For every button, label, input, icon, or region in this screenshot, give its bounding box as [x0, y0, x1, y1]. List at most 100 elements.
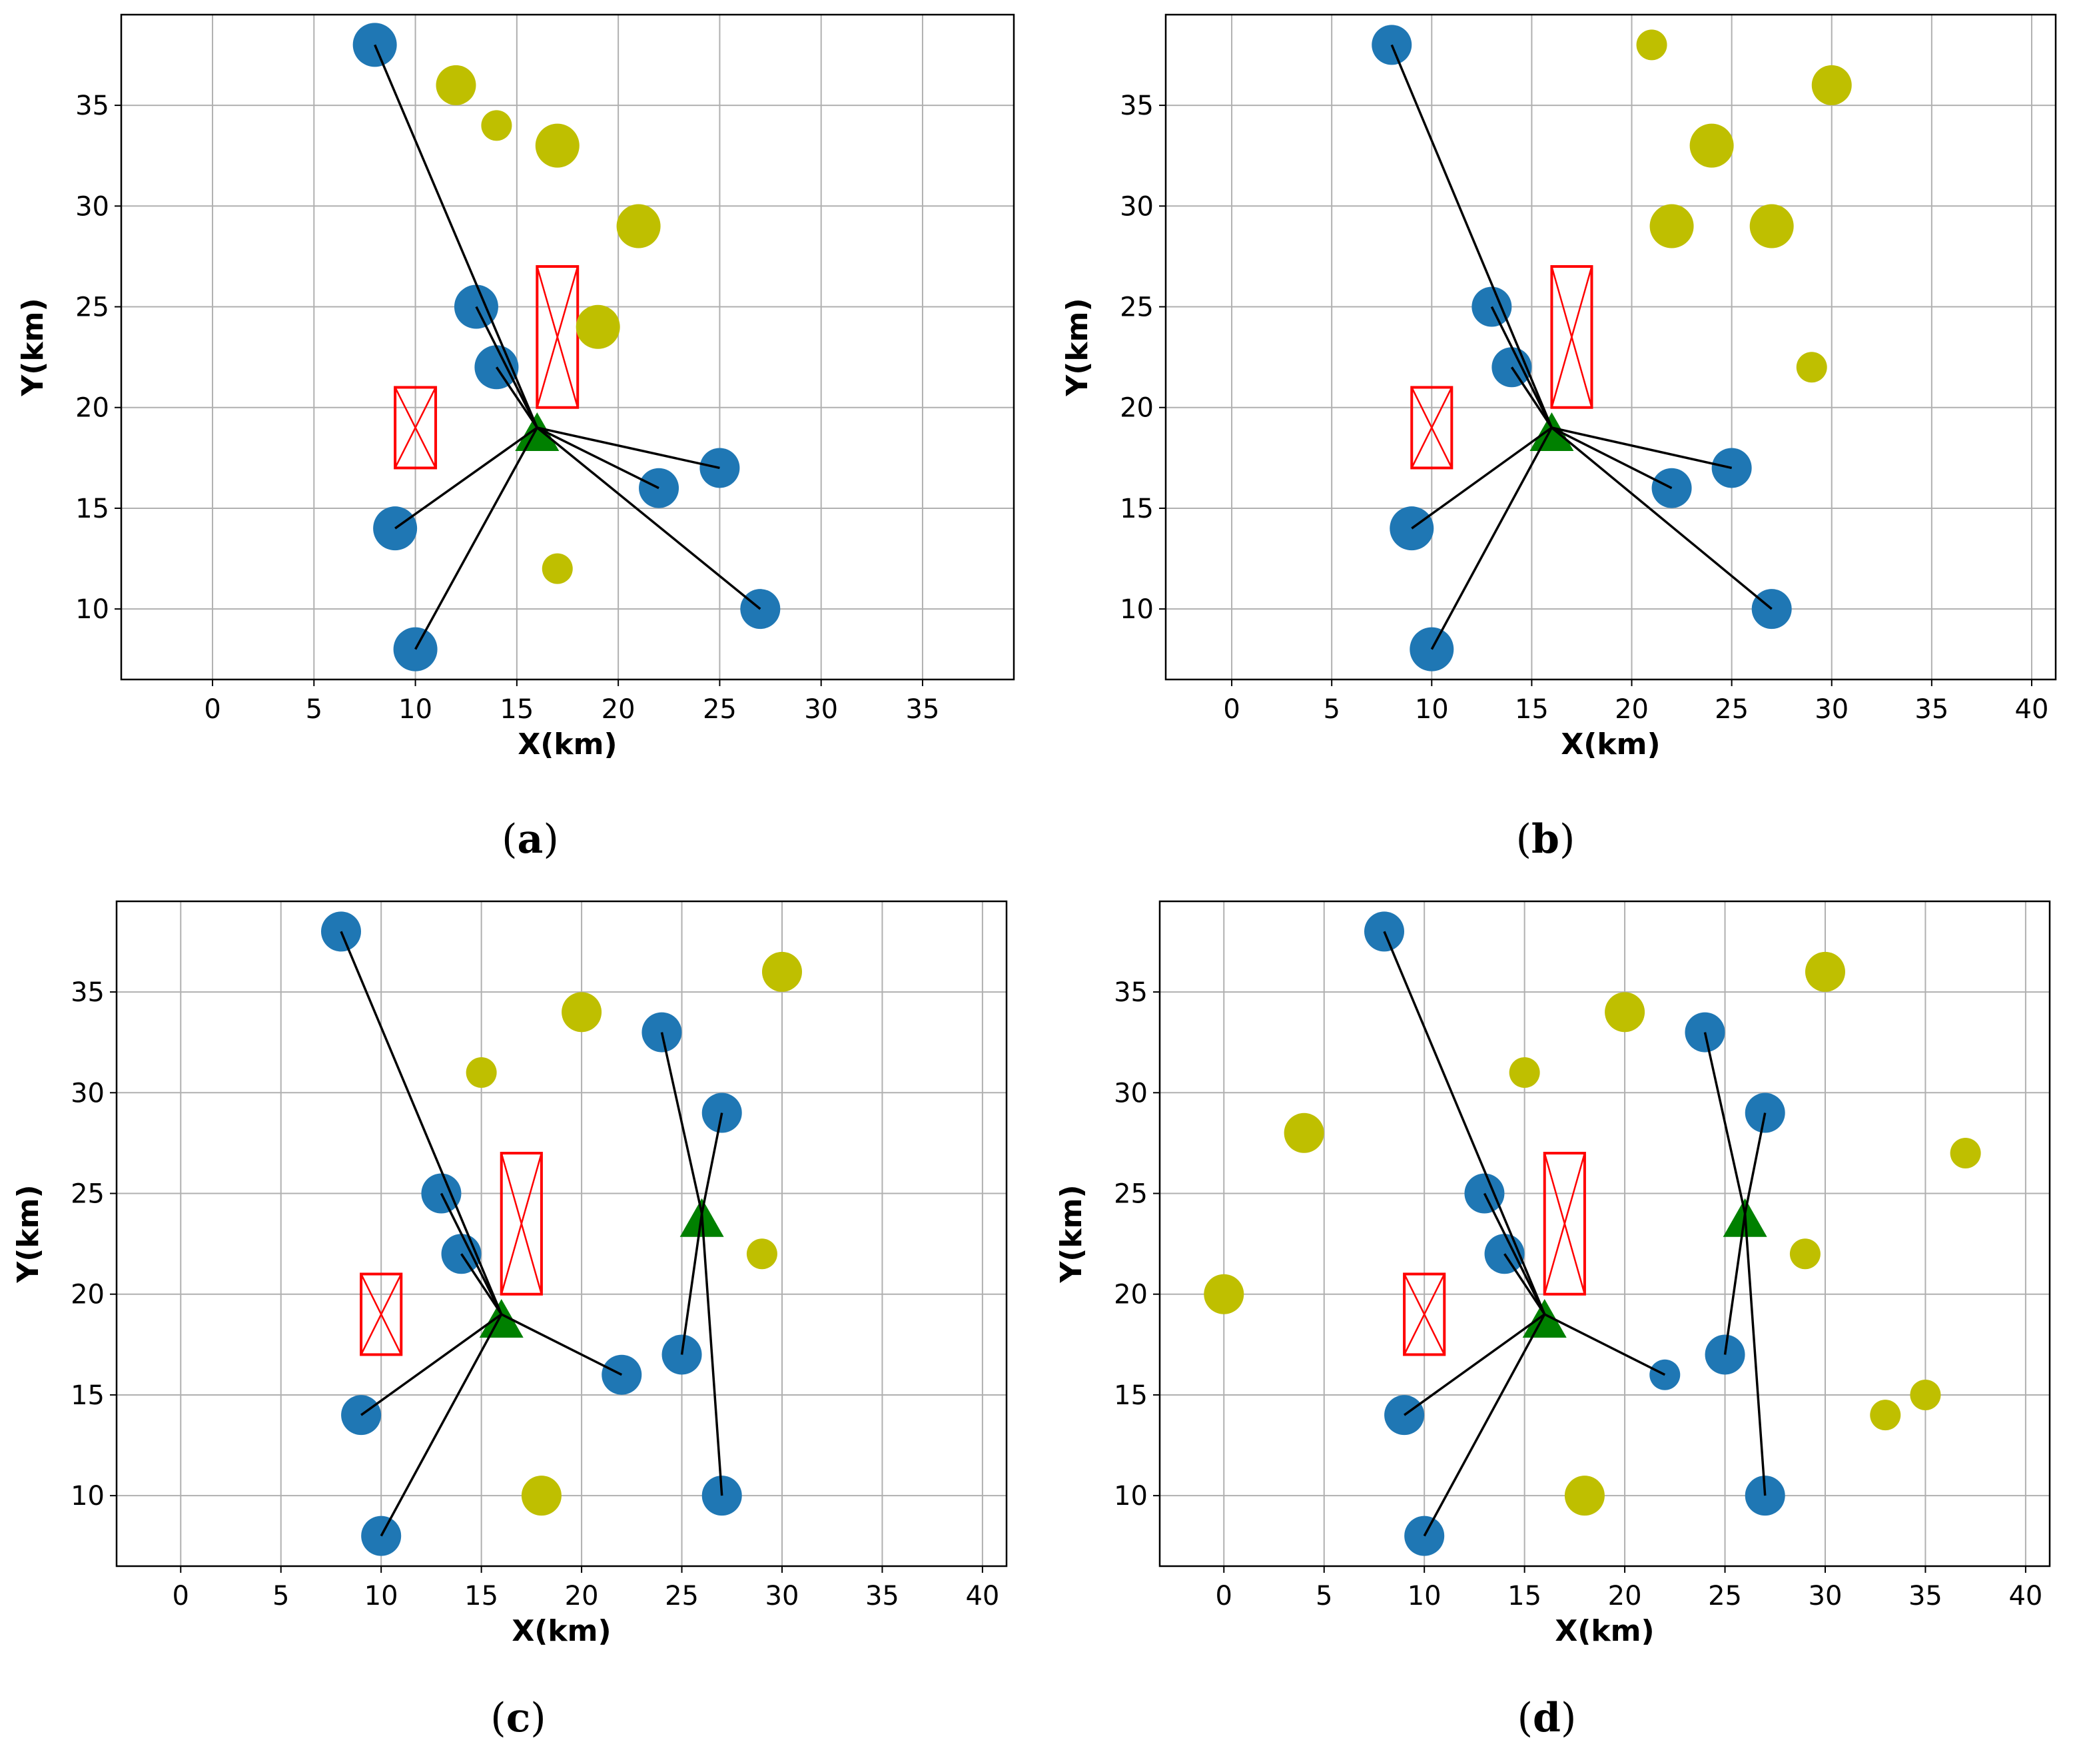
y-tick-label: 35 — [1120, 91, 1154, 121]
x-tick-label: 35 — [865, 1581, 899, 1611]
obstacle-zone — [360, 1272, 403, 1356]
x-tick-label: 25 — [1708, 1581, 1742, 1611]
panel-b: 0 5 10 15 20 25 30 35 40 10 15 20 25 30 35 X(km) Y(km) (… — [1042, 0, 2085, 882]
y-tick-label: 10 — [1114, 1481, 1148, 1512]
served-user-point — [1745, 1093, 1785, 1133]
y-tick-label: 25 — [1114, 1179, 1148, 1210]
connection-link — [374, 44, 538, 428]
connection-link — [394, 426, 538, 530]
obstacle-cross-line — [360, 1273, 402, 1356]
connection-link — [680, 1213, 703, 1355]
served-user-point — [701, 1093, 742, 1133]
caption-a: (a) — [502, 816, 559, 863]
y-tick-label: 25 — [71, 1179, 105, 1210]
obstacle-cross-line — [1551, 266, 1593, 408]
obstacle-cross-line — [1543, 1152, 1586, 1295]
connection-link — [1743, 1213, 1767, 1496]
x-tick-label: 35 — [906, 694, 940, 725]
y-tick-label: 20 — [1120, 393, 1154, 424]
connection-link — [440, 1192, 503, 1315]
x-tick-label: 15 — [464, 1581, 498, 1611]
y-tick-label: 10 — [75, 594, 109, 625]
x-tick-label: 10 — [364, 1581, 398, 1611]
caption-d: (d) — [1517, 1695, 1577, 1741]
connection-link — [700, 1213, 723, 1496]
unserved-user-point — [761, 951, 802, 992]
connection-link — [1483, 1192, 1546, 1315]
obstacle-zone — [1403, 1272, 1446, 1356]
unserved-user-point — [1789, 1238, 1821, 1270]
connection-link — [495, 366, 538, 428]
x-tick-label: 20 — [602, 694, 635, 725]
y-tick-label: 35 — [75, 91, 109, 121]
x-tick-label: 25 — [665, 1581, 699, 1611]
unserved-user-point — [1509, 1057, 1540, 1089]
x-tick-label: 25 — [703, 694, 737, 725]
x-tick-label: 40 — [2015, 694, 2049, 725]
x-tick-label: 40 — [965, 1581, 999, 1611]
served-user-point — [1390, 506, 1434, 551]
obstacle-cross-line — [536, 266, 579, 408]
x-tick-label: 5 — [1323, 694, 1340, 725]
x-tick-label: 30 — [1809, 1581, 1843, 1611]
unserved-user-point — [1910, 1379, 1941, 1410]
connection-link — [1743, 1112, 1767, 1214]
unserved-user-point — [436, 65, 476, 105]
connection-link — [1423, 1314, 1546, 1537]
x-tick-label: 15 — [1515, 694, 1549, 725]
x-tick-label: 40 — [2008, 1581, 2042, 1611]
served-user-point — [1649, 1359, 1681, 1390]
unserved-user-point — [1870, 1400, 1901, 1431]
served-user-point — [1384, 1395, 1425, 1436]
x-tick-label: 20 — [565, 1581, 599, 1611]
connection-link — [1551, 426, 1773, 610]
obstacle-rect — [536, 265, 580, 409]
x-tick-label: 10 — [398, 694, 432, 725]
obstacle-cross-line — [500, 1152, 543, 1295]
y-tick-label: 20 — [71, 1280, 105, 1310]
served-user-point — [341, 1395, 382, 1436]
served-user-point — [1410, 627, 1454, 671]
base-station-marker — [1522, 1298, 1567, 1338]
y-tick-label: 30 — [1114, 1078, 1148, 1108]
x-tick-label: 30 — [765, 1581, 799, 1611]
connection-link — [1723, 1213, 1747, 1355]
obstacle-rect — [360, 1272, 403, 1356]
chart-b: 0 5 10 15 20 25 30 35 40 10 15 20 25 30 35 X(km) Y(km) — [1060, 13, 2057, 761]
y-tick-label: 35 — [71, 977, 105, 1008]
connection-link — [1490, 306, 1553, 428]
connection-link — [500, 1313, 623, 1376]
x-tick-label: 30 — [1815, 694, 1849, 725]
y-tick-label: 15 — [1114, 1380, 1148, 1411]
y-axis-label: Y(km) — [1060, 298, 1094, 396]
obstacle-rect — [1543, 1152, 1586, 1296]
obstacle-cross-line — [1403, 1273, 1446, 1356]
obstacle-zone — [1550, 265, 1593, 409]
x-tick-label: 0 — [173, 1581, 189, 1611]
x-tick-label: 5 — [1316, 1581, 1332, 1611]
obstacle-rect — [1410, 386, 1454, 470]
x-tick-label: 35 — [1914, 694, 1948, 725]
x-tick-label: 30 — [804, 694, 838, 725]
obstacle-rect — [1403, 1272, 1446, 1356]
unserved-user-point — [466, 1057, 497, 1089]
unserved-user-point — [1950, 1138, 1981, 1169]
connection-link — [1383, 931, 1546, 1315]
y-tick-label: 10 — [1120, 594, 1154, 625]
connection-link — [340, 931, 503, 1315]
obstacle-zone — [1543, 1152, 1586, 1296]
y-tick-label: 25 — [75, 292, 109, 323]
caption-c: (c) — [490, 1695, 546, 1741]
unserved-user-point — [521, 1476, 562, 1516]
unserved-user-point — [1811, 65, 1852, 105]
obstacle-zone — [1410, 386, 1454, 470]
plot-frame — [1158, 900, 2051, 1567]
x-tick-label: 0 — [1216, 1581, 1232, 1611]
base-station-marker — [479, 1298, 524, 1338]
x-tick-label: 10 — [1415, 694, 1449, 725]
panel-d: 0 5 10 15 20 25 30 35 40 10 15 20 25 30 35 X(km) Y(km) (… — [1042, 882, 2085, 1764]
chart-d: 0 5 10 15 20 25 30 35 40 10 15 20 25 30 35 X(km) Y(km) — [1054, 900, 2051, 1648]
obstacle-cross-line — [394, 386, 437, 469]
unserved-user-point — [1749, 204, 1794, 248]
connection-link — [536, 426, 659, 490]
